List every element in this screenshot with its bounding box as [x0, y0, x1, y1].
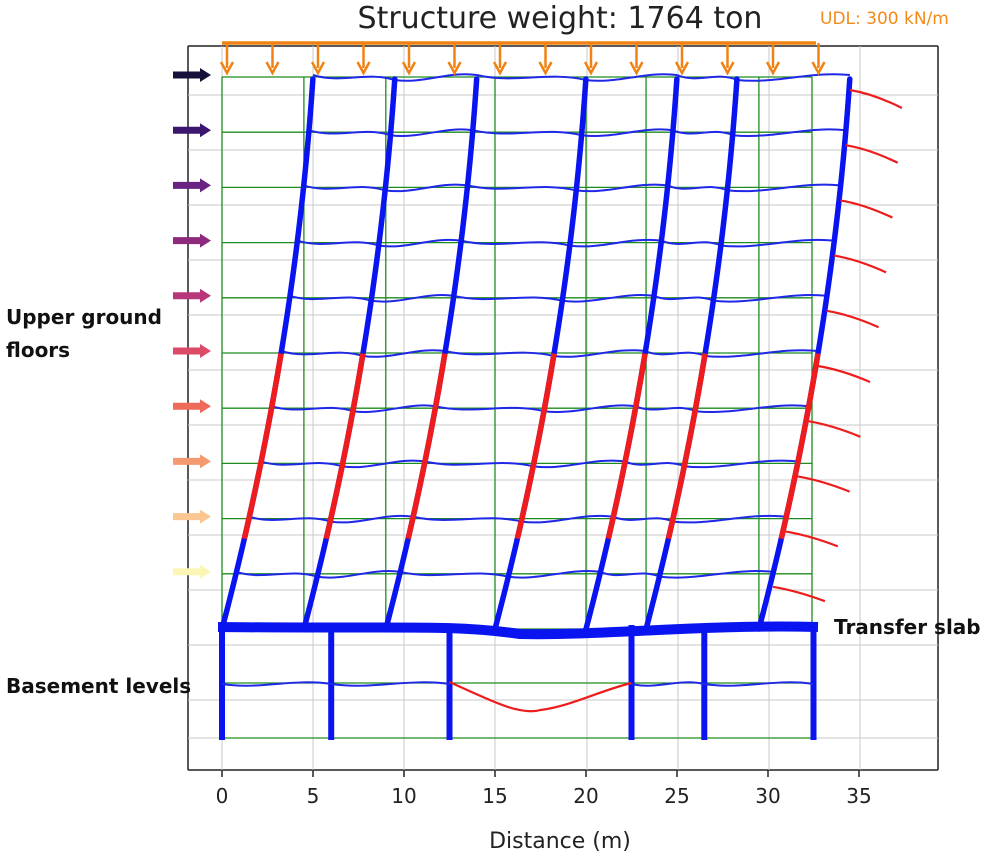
- x-axis-ticks: 0 5 10 15 20 25 30 35: [216, 770, 872, 808]
- floor-beam-deformed: [248, 514, 786, 524]
- x-axis-label: Distance (m): [489, 829, 631, 854]
- x-tick-label: 10: [391, 784, 416, 808]
- x-tick-label: 20: [573, 784, 598, 808]
- lateral-arrow-head: [200, 454, 211, 469]
- floor-beam-deformed: [296, 238, 835, 248]
- udl-arrow-head: [629, 61, 644, 76]
- floor-beam-deformed: [235, 570, 774, 579]
- lateral-arrow-head: [200, 68, 211, 82]
- deformed-columns: [219, 76, 853, 632]
- floor-beam-deformed: [280, 349, 819, 358]
- x-tick-label: 5: [307, 784, 320, 808]
- udl-arrow-head: [219, 61, 235, 76]
- lateral-arrow-head: [200, 564, 211, 579]
- floor-beam-deformed: [271, 404, 809, 413]
- column-overstress-zone: [405, 353, 448, 540]
- overstressed-cantilever: [808, 420, 861, 438]
- x-tick-label: 30: [755, 784, 780, 808]
- transfer-slab-label: Transfer slab: [834, 615, 981, 639]
- lateral-arrow-head: [200, 123, 211, 138]
- column-overstress-zone: [778, 353, 821, 540]
- x-tick-label: 25: [664, 784, 689, 808]
- basement-frame: [217, 621, 819, 740]
- column-overstress-zone: [514, 353, 557, 540]
- lateral-arrow-head: [200, 509, 211, 524]
- overstressed-cantilever: [833, 254, 887, 274]
- x-tick-label: 15: [482, 784, 507, 808]
- column-overstress-zone: [323, 353, 366, 540]
- lateral-arrow-head: [200, 344, 211, 358]
- udl-arrow-head: [583, 61, 599, 76]
- overstressed-basement-beam: [449, 680, 632, 713]
- x-tick-label: 0: [216, 784, 229, 808]
- udl-arrow-head: [310, 61, 326, 76]
- udl-arrow-head: [674, 61, 690, 76]
- floor-beam-deformed: [289, 294, 827, 303]
- overstressed-cantilever: [849, 88, 903, 109]
- udl-arrow-head: [538, 61, 553, 76]
- udl-arrow-head: [447, 61, 462, 76]
- overstressed-cantilever: [797, 475, 851, 493]
- udl-arrow-head: [765, 61, 781, 76]
- udl-arrow-head: [401, 61, 417, 76]
- overstressed-cantilever: [772, 585, 826, 603]
- overstressed-cantilever: [785, 530, 839, 548]
- overstressed-cantilever: [826, 309, 880, 329]
- floor-beam-deformed: [303, 183, 841, 193]
- udl-arrow-head: [492, 61, 508, 76]
- floor-beam-deformed: [260, 459, 798, 469]
- udl-label: UDL: 300 kN/m: [820, 9, 949, 29]
- transfer-slab: [217, 621, 819, 640]
- udl-load-arrows: [219, 41, 826, 76]
- overstressed-cantilever: [840, 199, 893, 219]
- lateral-arrow-head: [200, 399, 211, 414]
- deformed-beams: [235, 73, 851, 579]
- basement-beam: [221, 681, 814, 687]
- column-overstress-zone: [241, 353, 284, 540]
- udl-arrow-head: [356, 61, 371, 76]
- udl-arrow-head: [720, 61, 735, 76]
- udl-arrow-head: [811, 61, 826, 76]
- floor-beam-deformed: [308, 128, 846, 137]
- lateral-arrow-head: [200, 233, 211, 248]
- lateral-arrow-head: [200, 178, 211, 193]
- lateral-load-arrows: [173, 68, 211, 579]
- column-overstress-zone: [665, 353, 708, 540]
- column-overstress-zone: [605, 353, 648, 540]
- udl-arrow-head: [265, 61, 280, 76]
- lateral-arrow-head: [200, 288, 211, 303]
- figure-title: Structure weight: 1764 ton: [358, 1, 763, 36]
- x-tick-label: 35: [846, 784, 871, 808]
- floor-beam-deformed: [312, 73, 851, 82]
- overstressed-beam-ends: [772, 88, 903, 603]
- upper-floors-label-line2: floors: [6, 338, 70, 362]
- overstressed-cantilever: [817, 364, 871, 384]
- basement-levels-label: Basement levels: [6, 674, 191, 698]
- overstressed-cantilever: [845, 144, 899, 164]
- upper-floors-label-line1: Upper ground: [6, 305, 162, 329]
